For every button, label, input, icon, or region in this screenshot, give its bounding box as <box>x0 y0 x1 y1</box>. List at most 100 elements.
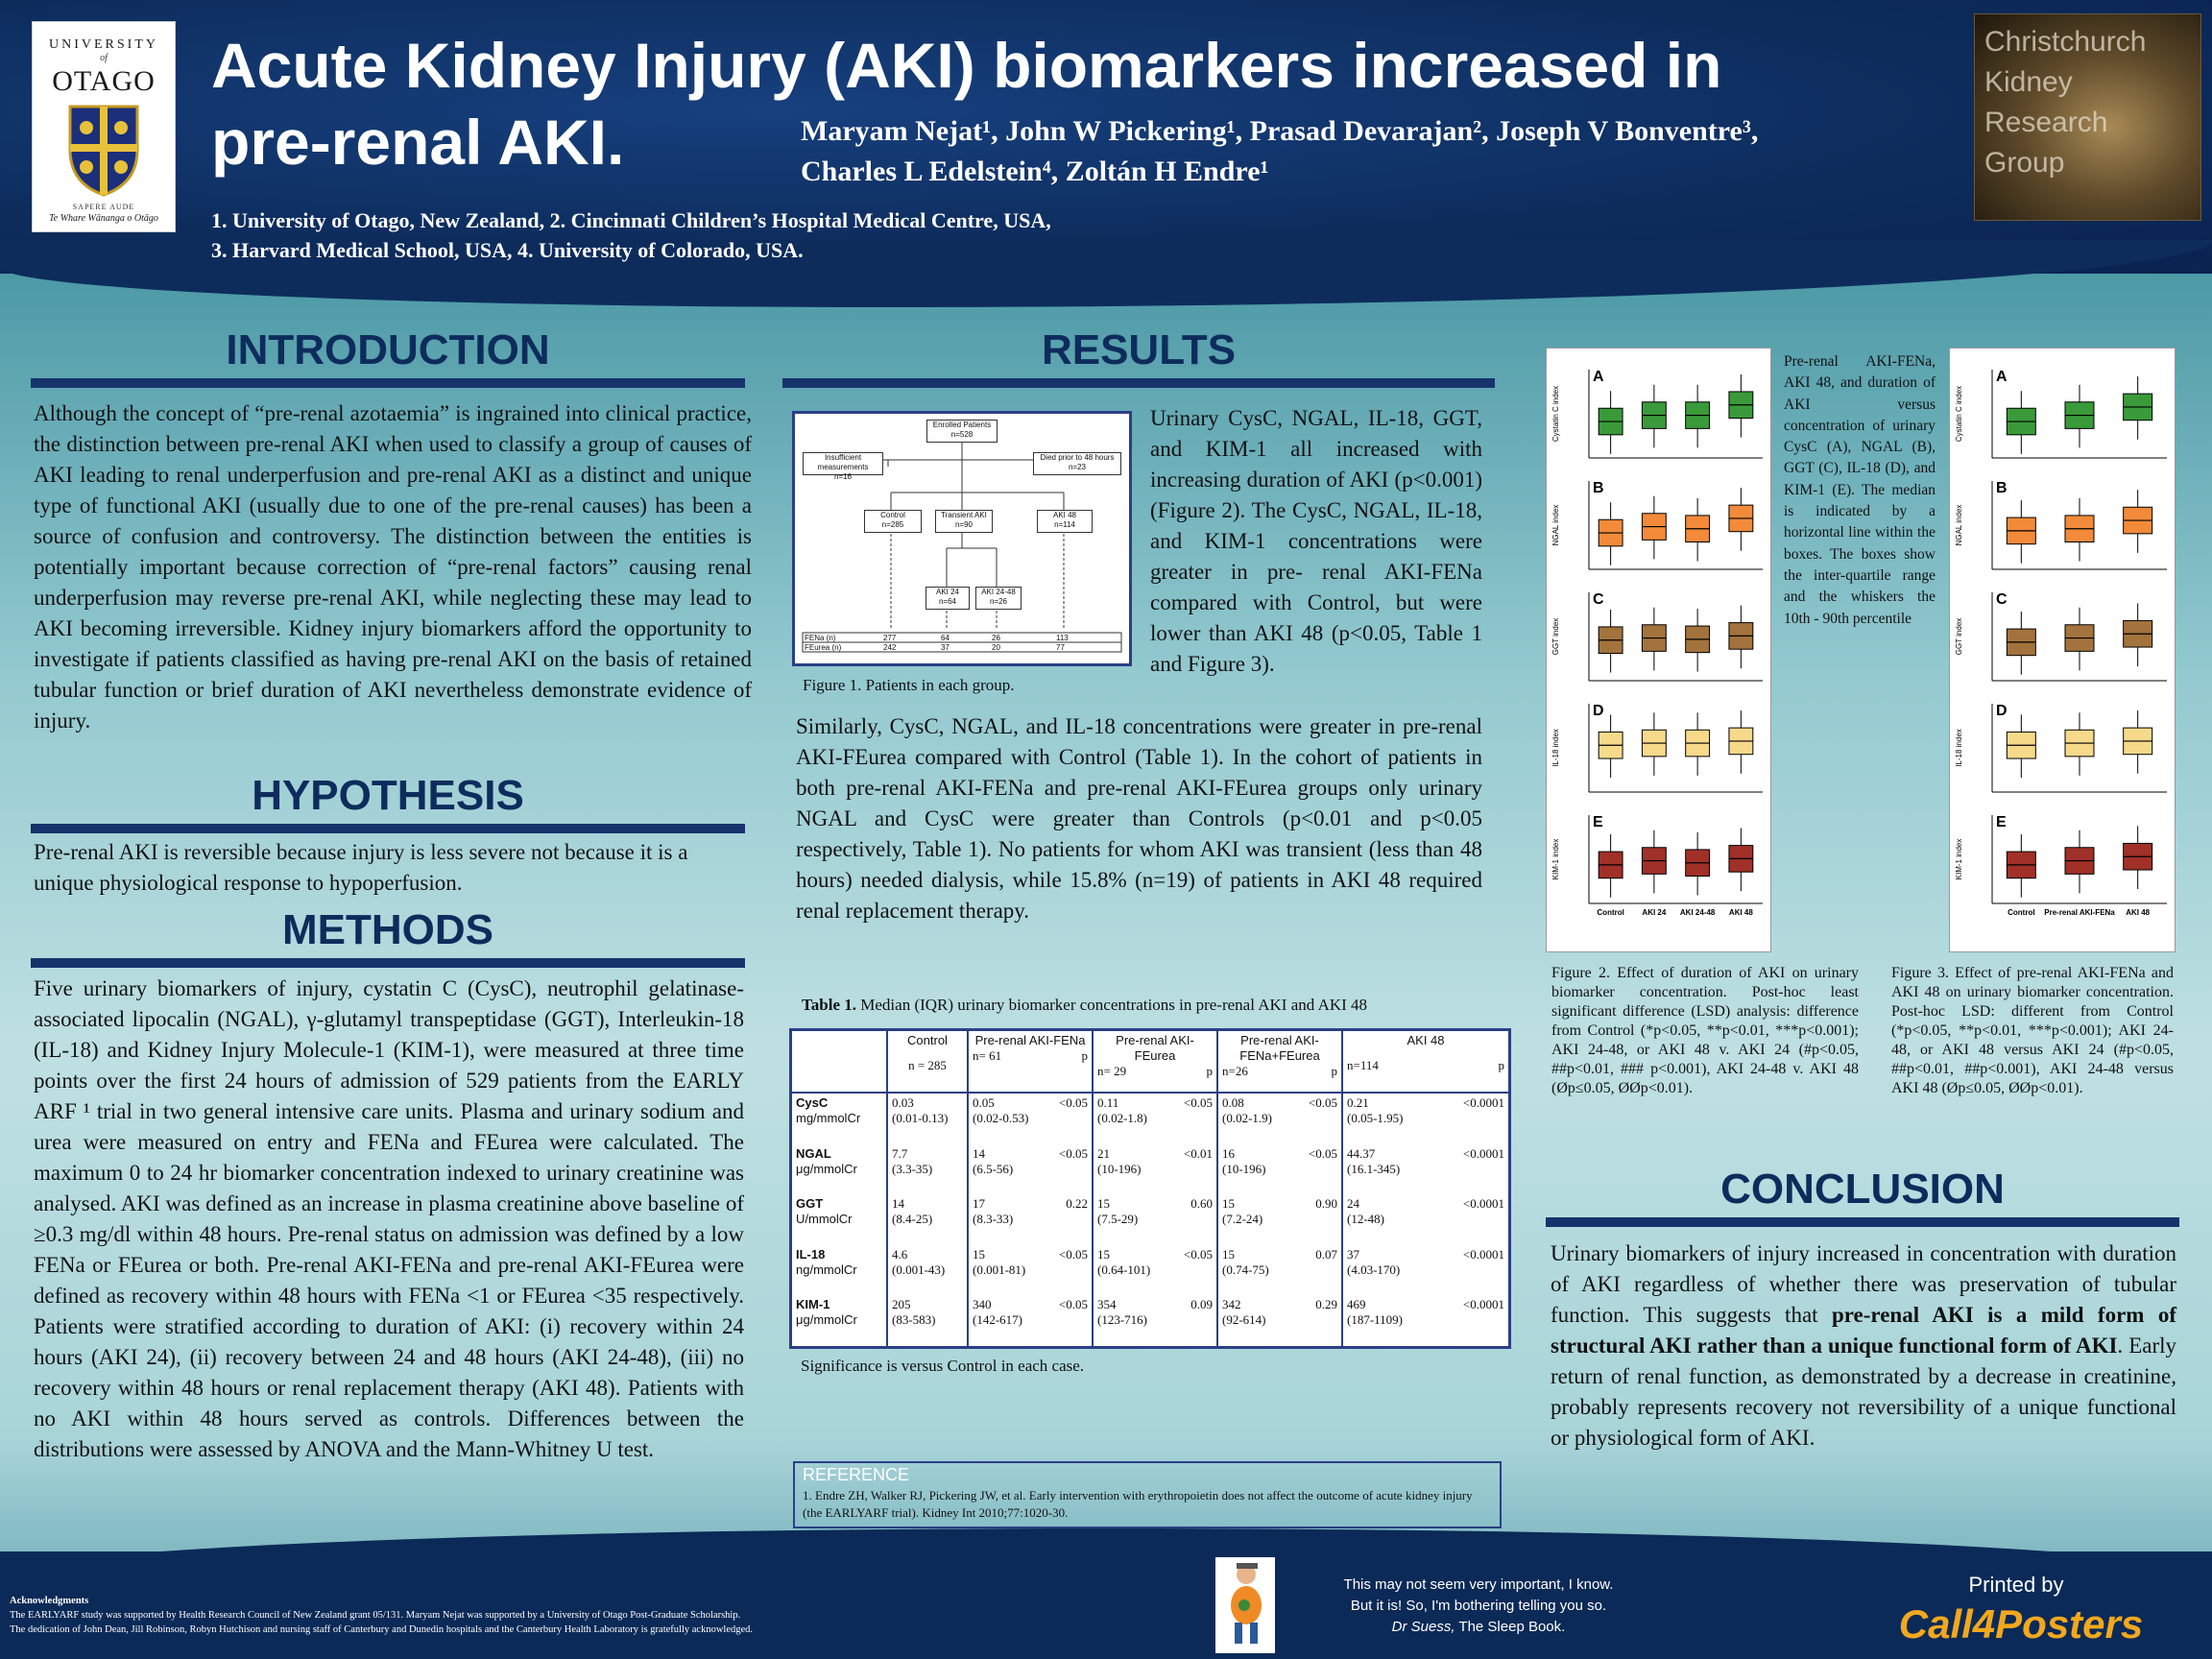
y-axis-label: NGAL index <box>1955 505 1963 546</box>
authors-line-2: Charles L Edelstein⁴, Zoltán H Endre¹ <box>801 156 1269 187</box>
transient-aki-box: Transient AKI n=90 <box>935 510 993 533</box>
affiliations: 1. University of Otago, New Zealand, 2. … <box>211 205 1363 265</box>
poster-header <box>0 0 2212 274</box>
quote-attribution: Dr Suess, The Sleep Book. <box>1391 1619 1566 1635</box>
box-plot <box>1598 502 1623 565</box>
box-plot <box>1685 609 1711 672</box>
x-axis-label: AKI 24-48 <box>1680 908 1716 917</box>
figure3-boxplots: A Cystatin C index B NGAL index C GGT index D I… <box>1955 369 2167 917</box>
table1-caption-label: Table 1. <box>802 996 857 1014</box>
conclusion-heading: CONCLUSION <box>1720 1166 2005 1213</box>
authors-line-1: Maryam Nejat¹, John W Pickering¹, Prasad… <box>801 115 1759 147</box>
affiliation-line-2: 3. Harvard Medical School, USA, 4. Unive… <box>211 238 804 262</box>
mascot-image <box>1215 1557 1275 1653</box>
panel-letter: D <box>1593 703 1604 719</box>
aki2448-box: AKI 24-48 n=26 <box>975 587 1022 610</box>
logo-motto: Te Whare Wānanga o Otāgo <box>49 213 158 224</box>
box-plot <box>1728 488 1754 551</box>
box-plot <box>2006 714 2036 779</box>
table-row-ggt: GGT U/mmolCr 14 (8.4-25) 17 0.22 (8.3-33) 15… <box>792 1194 1508 1245</box>
box-plot <box>2064 712 2095 776</box>
box-plot <box>1598 391 1623 454</box>
box-plot <box>1641 495 1667 560</box>
methods-heading: METHODS <box>282 906 493 953</box>
table1-caption-text: Median (IQR) urinary biomarker concentra… <box>856 996 1368 1014</box>
box-plot <box>2064 607 2095 671</box>
research-group-logo: Christchurch Kidney Research Group <box>1974 13 2201 221</box>
box-plot <box>1685 831 1711 896</box>
acknowledgments-heading: Acknowledgments <box>10 1596 89 1606</box>
poster-footer <box>0 1551 2212 1659</box>
university-logo: UNIVERSITY of OTAGO SAPERE AUDE Te Whare… <box>32 21 176 232</box>
box-plot <box>1685 712 1711 776</box>
table-row-ngal: NGAL μg/mmolCr 7.7 (3.3-35) 14 <0.05 (6.5-56… <box>792 1143 1508 1195</box>
feurea-aki48: 77 <box>1056 643 1065 652</box>
y-axis-label: KIM-1 index <box>1551 839 1560 880</box>
box-plot <box>1641 384 1667 448</box>
box-plot <box>1728 710 1754 774</box>
conclusion-text-emphasis: pre-renal AKI is a mild form of structur… <box>1551 1303 2177 1358</box>
group-name-line-4: Group <box>1984 147 2065 179</box>
y-axis-label: NGAL index <box>1551 505 1560 546</box>
box-plot <box>2006 834 2036 898</box>
introduction-heading: INTRODUCTION <box>226 326 550 373</box>
figure2-side-text: Pre-renal AKI-FENa, AKI 48, and duration… <box>1784 353 1936 627</box>
logo-ribbon: SAPERE AUDE <box>72 203 135 211</box>
hypothesis-text: Pre-renal AKI is reversible because inju… <box>34 840 688 895</box>
panel-letter: B <box>1593 480 1604 496</box>
panel-letter: D <box>1996 703 2008 719</box>
box-plot <box>2006 391 2036 454</box>
printed-by-label: Printed by <box>1968 1573 2064 1597</box>
feurea-row-label: FEurea (n) <box>805 643 842 652</box>
box-plot <box>1598 609 1623 673</box>
flowchart-connectors <box>802 441 1122 653</box>
conclusion-text-start: Urinary biomarkers of injury increased i… <box>1551 1241 2176 1327</box>
panel-letter: E <box>1996 814 2007 830</box>
table-header-row: Control n = 285 Pre-renal AKI-FENa n= 61 p … <box>792 1031 1508 1093</box>
panel-letter: B <box>1996 480 2008 496</box>
patient-flowchart: Enrolled Patients n=528 Insufficient meas… <box>792 411 1132 666</box>
box-plot <box>1685 384 1711 448</box>
feurea-aki2448: 20 <box>992 643 1000 652</box>
table-row-il18: IL-18 ng/mmolCr 4.6 (0.001-43) 15 <0.05 (0.0… <box>792 1244 1508 1296</box>
logo-otago-text: OTAGO <box>52 65 156 97</box>
feurea-control: 242 <box>883 643 897 652</box>
results-heading: RESULTS <box>1041 326 1237 373</box>
box-plot <box>1598 834 1623 898</box>
box-plot <box>1598 714 1623 779</box>
title-line-2: pre-renal AKI. <box>211 107 625 178</box>
box-plot <box>1641 830 1667 894</box>
box-plot <box>2064 384 2095 448</box>
panel-letter: A <box>1996 369 2008 385</box>
quote-line-1: This may not seem very important, I know… <box>1343 1576 1614 1593</box>
figure2-caption: Figure 2. Effect of duration of AKI on u… <box>1551 965 1859 1096</box>
panel-letter: C <box>1996 591 2008 608</box>
col-control: Control n = 285 <box>887 1031 969 1093</box>
box-plot <box>2123 603 2153 667</box>
box-plot <box>1728 828 1754 892</box>
x-axis-label: Control <box>2008 908 2034 917</box>
methods-text: Five urinary biomarkers of injury, cysta… <box>34 976 744 1461</box>
conclusion-rule <box>1546 1217 2179 1227</box>
introduction-text: Although the concept of “pre-renal azota… <box>34 401 752 733</box>
x-axis-label: AKI 48 <box>1729 908 1753 917</box>
fena-aki2448: 26 <box>992 634 1000 642</box>
table1-footnote: Significance is versus Control in each c… <box>801 1357 1085 1375</box>
box-plot <box>1728 373 1754 438</box>
box-plot <box>1641 607 1667 671</box>
died-box: Died prior to 48 hours n=23 <box>1033 452 1121 475</box>
aki48-box: AKI 48 n=114 <box>1037 510 1093 533</box>
y-axis-label: GGT index <box>1955 618 1963 656</box>
box-plot <box>2064 497 2095 562</box>
box-plot <box>2123 490 2153 553</box>
logo-of-text: of <box>100 53 108 63</box>
reference-text: 1. Endre ZH, Walker RJ, Pickering JW, et… <box>803 1488 1473 1520</box>
col-fena-feurea: Pre-renal AKI-FENa+FEurea n=26 p <box>1217 1031 1343 1093</box>
panel-letter: A <box>1593 369 1604 385</box>
author-list: Maryam Nejat¹, John W Pickering¹, Prasad… <box>801 111 1953 192</box>
x-axis-label: AKI 24 <box>1642 908 1666 917</box>
introduction-rule <box>31 378 745 388</box>
panel-letter: C <box>1593 591 1604 608</box>
box-plot <box>1641 712 1667 776</box>
quote-line-2: But it is! So, I'm bothering telling you… <box>1350 1598 1607 1614</box>
